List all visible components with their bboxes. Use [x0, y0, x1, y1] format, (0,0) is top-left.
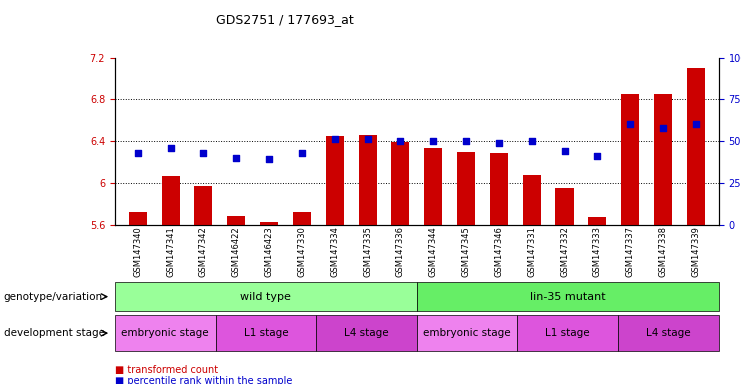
- Bar: [588, 217, 606, 225]
- Text: L4 stage: L4 stage: [344, 328, 389, 338]
- Text: embryonic stage: embryonic stage: [122, 328, 209, 338]
- Bar: [162, 175, 179, 225]
- Point: [198, 150, 210, 156]
- Text: L1 stage: L1 stage: [545, 328, 590, 338]
- Point: [165, 145, 176, 151]
- Point: [624, 121, 636, 127]
- Point: [559, 148, 571, 154]
- Point: [263, 156, 275, 162]
- Text: genotype/variation: genotype/variation: [4, 291, 103, 302]
- Point: [460, 138, 472, 144]
- Bar: [556, 188, 574, 225]
- Bar: [522, 175, 541, 225]
- Bar: [687, 68, 705, 225]
- Point: [296, 150, 308, 156]
- Text: embryonic stage: embryonic stage: [423, 328, 511, 338]
- Point: [526, 138, 538, 144]
- Text: wild type: wild type: [240, 291, 291, 302]
- Point: [132, 150, 144, 156]
- Point: [394, 138, 406, 144]
- Bar: [654, 94, 672, 225]
- Bar: [457, 152, 475, 225]
- Bar: [424, 149, 442, 225]
- Text: ■ transformed count: ■ transformed count: [115, 365, 218, 375]
- Bar: [490, 152, 508, 225]
- Bar: [129, 212, 147, 225]
- Bar: [260, 222, 278, 225]
- Text: L1 stage: L1 stage: [244, 328, 288, 338]
- Text: development stage: development stage: [4, 328, 104, 338]
- Bar: [621, 94, 639, 225]
- Point: [493, 140, 505, 146]
- Point: [690, 121, 702, 127]
- Text: ■ percentile rank within the sample: ■ percentile rank within the sample: [115, 376, 292, 384]
- Bar: [359, 135, 376, 225]
- Bar: [293, 212, 311, 225]
- Bar: [391, 142, 410, 225]
- Text: lin-35 mutant: lin-35 mutant: [530, 291, 605, 302]
- Text: GDS2751 / 177693_at: GDS2751 / 177693_at: [216, 13, 354, 26]
- Point: [591, 153, 603, 159]
- Point: [329, 136, 341, 142]
- Bar: [326, 136, 344, 225]
- Point: [657, 125, 669, 131]
- Point: [362, 136, 373, 142]
- Point: [230, 155, 242, 161]
- Text: L4 stage: L4 stage: [646, 328, 691, 338]
- Point: [428, 138, 439, 144]
- Bar: [194, 186, 213, 225]
- Bar: [227, 216, 245, 225]
